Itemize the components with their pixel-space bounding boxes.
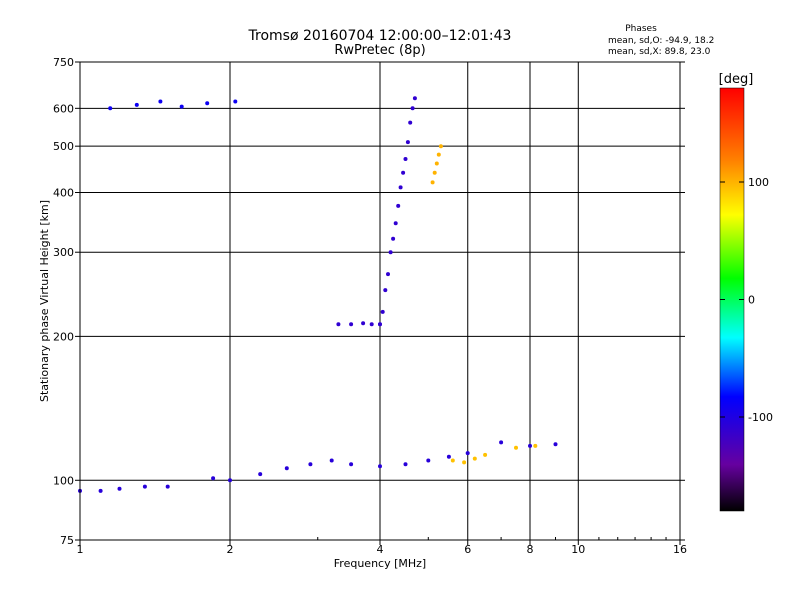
data-point <box>336 322 341 327</box>
y-tick-label: 750 <box>53 56 74 69</box>
x-tick-label: 6 <box>464 543 471 556</box>
data-point <box>98 488 103 493</box>
data-point <box>405 140 410 145</box>
data-point <box>533 443 538 448</box>
y-tick-label: 300 <box>53 246 74 259</box>
data-point <box>412 96 417 101</box>
y-tick-label: 600 <box>53 102 74 115</box>
data-point <box>528 443 532 448</box>
grid <box>80 62 680 540</box>
data-point <box>349 462 354 467</box>
data-point <box>430 180 435 185</box>
data-point <box>446 454 451 459</box>
data-point <box>391 236 396 241</box>
data-point <box>383 288 388 293</box>
x-tick-label: 16 <box>673 543 687 556</box>
stats-line-x: mean, sd,X: 89.8, 23.0 <box>608 47 711 57</box>
data-point <box>142 484 147 489</box>
stats-title: Phases <box>625 24 657 34</box>
data-point <box>158 99 163 104</box>
x-tick-label: 10 <box>571 543 585 556</box>
data-point <box>403 462 408 467</box>
data-point <box>205 101 210 106</box>
colorbar-tick-label: -100 <box>748 411 773 424</box>
colorbar-ticks: 100 0 -100 <box>720 176 773 424</box>
data-point <box>258 472 263 477</box>
data-point <box>308 462 313 467</box>
data-point <box>465 451 470 456</box>
data-point <box>514 445 518 450</box>
chart-title: Tromsø 20160704 12:00:00–12:01:43 <box>248 28 512 44</box>
data-point <box>393 221 398 226</box>
data-point <box>450 458 455 463</box>
data-point <box>403 157 408 161</box>
data-point <box>380 309 385 314</box>
data-point <box>349 322 354 327</box>
x-tick-label: 8 <box>527 543 534 556</box>
y-tick-label: 400 <box>53 186 74 199</box>
data-point <box>108 106 113 111</box>
data-point <box>408 120 413 125</box>
colorbar-tick-label: 100 <box>748 176 769 189</box>
data-point <box>434 161 439 166</box>
data-point <box>165 484 170 489</box>
colorbar-label: [deg] <box>719 72 754 87</box>
chart-subtitle: RwPretec (8p) <box>334 43 425 58</box>
data-point <box>117 486 122 491</box>
y-axis-label: Stationary phase Virtual Height [km] <box>38 200 51 402</box>
colorbar-tick-label: 0 <box>748 294 755 307</box>
data-point <box>378 322 382 327</box>
data-point <box>378 464 382 469</box>
data-point <box>483 452 488 457</box>
y-axis: 75 100 200 300 400 500 600 750 <box>53 56 685 547</box>
y-tick-label: 200 <box>53 330 74 343</box>
data-point <box>284 466 289 471</box>
data-point <box>398 185 403 190</box>
data-point <box>553 442 558 447</box>
data-point <box>388 250 393 255</box>
x-axis: 1 2 4 6 8 10 16 <box>77 537 687 556</box>
y-tick-label: 75 <box>60 534 74 547</box>
data-point <box>438 144 443 149</box>
data-point <box>361 321 366 326</box>
data-point <box>369 322 374 327</box>
data-point <box>134 102 139 107</box>
data-point <box>329 458 334 463</box>
x-axis-label: Frequency [MHz] <box>334 557 426 570</box>
data-point <box>462 460 467 465</box>
data-point <box>436 152 441 157</box>
stats-line-o: mean, sd,O: -94.9, 18.2 <box>608 36 714 46</box>
y-tick-label: 500 <box>53 140 74 153</box>
data-point <box>472 456 477 461</box>
data-point <box>499 440 504 445</box>
data-points <box>78 96 558 493</box>
data-point <box>386 272 390 277</box>
x-tick-label: 2 <box>227 543 234 556</box>
data-point <box>228 478 232 483</box>
data-point <box>211 476 216 481</box>
data-point <box>233 99 238 104</box>
data-point <box>426 458 431 463</box>
data-point <box>410 106 415 111</box>
data-point <box>179 104 184 109</box>
x-tick-label: 1 <box>77 543 84 556</box>
x-tick-label: 4 <box>377 543 384 556</box>
data-point <box>396 203 401 208</box>
data-point <box>432 170 437 175</box>
y-tick-label: 100 <box>53 474 74 487</box>
data-point <box>401 170 406 175</box>
